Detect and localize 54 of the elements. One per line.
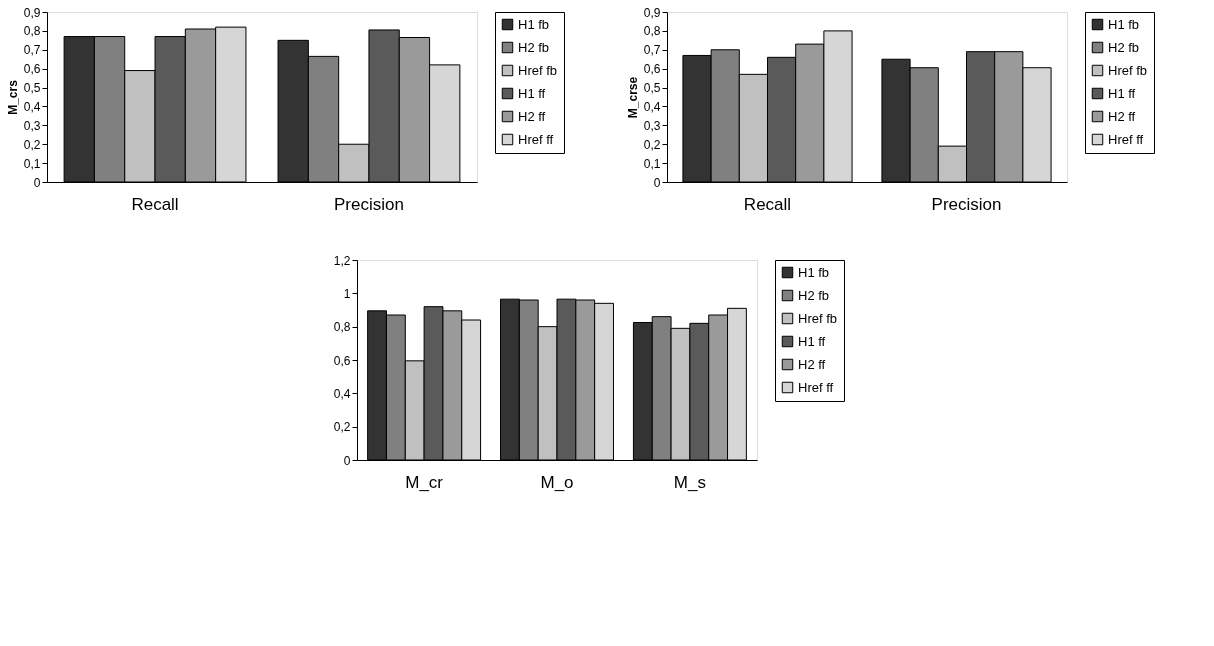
legend-label: H2 fb xyxy=(518,39,550,55)
x-tick-label: Precision xyxy=(931,194,1002,214)
y-tick-label: 0,4 xyxy=(643,99,661,114)
y-tick-label: 0,8 xyxy=(23,24,41,39)
y-tick-label: 0,2 xyxy=(643,137,661,152)
x-tick-label: Precision xyxy=(334,194,404,214)
y-tick-label: 0,2 xyxy=(23,137,41,152)
y-tick-label: 0,2 xyxy=(333,420,351,435)
y-tick-label: 0 xyxy=(653,175,661,190)
legend-label: Href ff xyxy=(518,131,554,147)
y-tick-label: 0,7 xyxy=(643,43,661,58)
y-tick-label: 1,2 xyxy=(333,253,351,268)
x-tick-label: M_s xyxy=(673,472,706,492)
legend-label: Href fb xyxy=(798,310,838,326)
legend-label: Href fb xyxy=(1108,62,1148,78)
y-axis-title: M_crse xyxy=(625,76,640,119)
y-tick-label: 0,9 xyxy=(23,5,41,20)
y-tick-label: 0,6 xyxy=(333,353,351,368)
y-tick-label: 0,8 xyxy=(643,24,661,39)
y-tick-label: 0 xyxy=(343,453,351,468)
y-tick-label: 0,3 xyxy=(643,118,661,133)
legend-label: H1 fb xyxy=(1108,16,1140,32)
y-axis-title: M_crs xyxy=(5,79,20,115)
y-tick-label: 0,6 xyxy=(23,62,41,77)
y-tick-label: 0,3 xyxy=(23,118,41,133)
y-tick-label: 1 xyxy=(343,286,351,301)
legend-label: H1 fb xyxy=(798,264,830,280)
y-tick-label: 0,1 xyxy=(23,156,41,171)
y-tick-label: 0,5 xyxy=(643,81,661,96)
y-tick-label: 0,1 xyxy=(643,156,661,171)
x-tick-label: Recall xyxy=(743,194,792,214)
legend-label: H2 ff xyxy=(798,356,826,372)
legend-label: H1 ff xyxy=(1108,85,1136,101)
x-tick-label: M_cr xyxy=(405,472,444,492)
y-tick-label: 0 xyxy=(33,175,41,190)
y-tick-label: 0,4 xyxy=(23,99,41,114)
x-tick-label: Recall xyxy=(131,194,179,214)
legend-label: Href ff xyxy=(798,379,834,395)
y-tick-label: 0,9 xyxy=(643,5,661,20)
y-tick-label: 0,7 xyxy=(23,43,41,58)
legend-label: Href fb xyxy=(518,62,558,78)
legend-label: H2 fb xyxy=(1108,39,1140,55)
legend-label: H1 fb xyxy=(518,16,550,32)
legend-label: H2 ff xyxy=(518,108,546,124)
legend-label: H1 ff xyxy=(518,85,546,101)
y-tick-label: 0,5 xyxy=(23,81,41,96)
legend-label: Href ff xyxy=(1108,131,1144,147)
legend-label: H2 fb xyxy=(798,287,830,303)
y-tick-label: 0,4 xyxy=(333,386,351,401)
x-tick-label: M_o xyxy=(540,472,574,492)
legend-label: H1 ff xyxy=(798,333,826,349)
y-tick-label: 0,6 xyxy=(643,62,661,77)
legend-label: H2 ff xyxy=(1108,108,1136,124)
y-tick-label: 0,8 xyxy=(333,320,351,335)
